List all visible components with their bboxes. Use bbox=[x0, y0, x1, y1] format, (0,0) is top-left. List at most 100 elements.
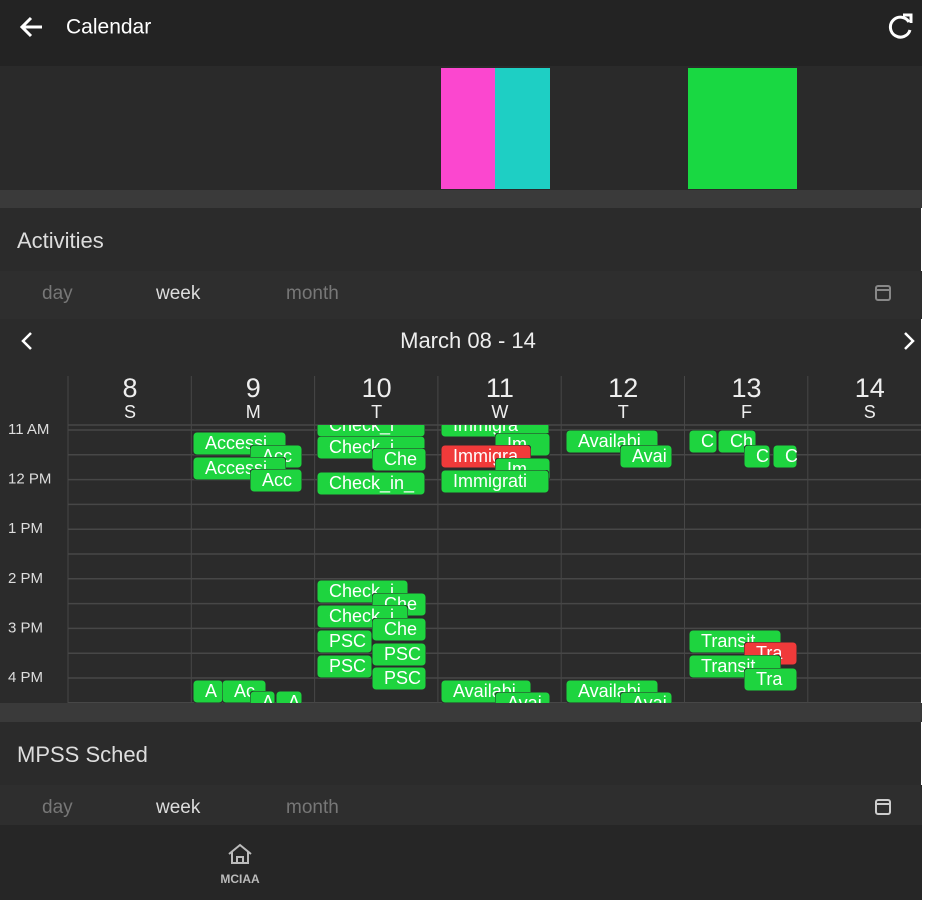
back-button[interactable] bbox=[19, 16, 42, 38]
event-label: PSC bbox=[329, 656, 366, 676]
day-number: 8 bbox=[122, 373, 137, 403]
app-title: Calendar bbox=[66, 16, 151, 39]
tab[interactable]: week bbox=[155, 283, 201, 304]
event-label: Avai bbox=[507, 693, 542, 713]
event-bg bbox=[620, 692, 672, 703]
calendar-icon[interactable] bbox=[875, 799, 891, 815]
event-bg bbox=[620, 445, 672, 468]
day-number: 9 bbox=[246, 373, 261, 403]
app-bar bbox=[0, 0, 922, 66]
event-label: PSC bbox=[384, 668, 421, 688]
event-bg bbox=[744, 445, 770, 468]
tab-bar bbox=[0, 785, 922, 825]
event[interactable]: Immigrati bbox=[441, 470, 549, 493]
event-bg bbox=[372, 448, 426, 471]
tab[interactable]: day bbox=[42, 797, 73, 818]
event-bg bbox=[317, 425, 425, 437]
day-number: 13 bbox=[731, 373, 761, 403]
event-label: C bbox=[785, 446, 798, 466]
hour-label: 4 PM bbox=[8, 669, 43, 686]
refresh-button[interactable] bbox=[888, 13, 913, 39]
refresh-arrow bbox=[903, 13, 913, 23]
event-label: Transit bbox=[701, 656, 755, 676]
edge bbox=[921, 0, 931, 900]
event-bg bbox=[317, 472, 425, 495]
next-button[interactable] bbox=[904, 332, 915, 350]
event[interactable]: PSC bbox=[372, 643, 426, 666]
icon-frame bbox=[875, 285, 891, 301]
event-bg bbox=[689, 430, 717, 453]
event-label: A bbox=[262, 692, 274, 712]
event[interactable]: Check_in_ bbox=[317, 472, 425, 495]
event[interactable]: C bbox=[744, 445, 770, 468]
event[interactable]: A bbox=[276, 691, 302, 714]
event[interactable]: A bbox=[250, 691, 275, 714]
tab[interactable]: day bbox=[42, 283, 73, 304]
event-label: Immigra bbox=[453, 415, 519, 435]
day-letter: T bbox=[371, 402, 382, 422]
tab[interactable]: month bbox=[286, 797, 339, 818]
event-bg bbox=[372, 667, 426, 690]
date-range: March 08 - 14 bbox=[400, 328, 536, 353]
day-number: 12 bbox=[608, 373, 638, 403]
event[interactable]: C bbox=[773, 445, 798, 468]
event[interactable]: C bbox=[689, 430, 717, 453]
event-label: Immigrati bbox=[453, 471, 527, 491]
event-label: C bbox=[756, 446, 769, 466]
summary-block bbox=[688, 68, 797, 189]
summary-block bbox=[495, 68, 550, 189]
day-letter: F bbox=[741, 402, 752, 422]
hour-label: 2 PM bbox=[8, 570, 43, 587]
day-letter: W bbox=[491, 402, 508, 422]
tab[interactable]: week bbox=[155, 797, 201, 818]
hour-label: 12 PM bbox=[8, 471, 51, 488]
day-letter: M bbox=[246, 402, 261, 422]
event-label: Avai bbox=[632, 693, 667, 713]
event-bg bbox=[317, 655, 372, 678]
event[interactable]: Avai bbox=[620, 692, 672, 715]
nav-item[interactable]: MCIAA bbox=[220, 843, 260, 886]
event-bg bbox=[276, 691, 302, 703]
home-icon bbox=[228, 843, 252, 864]
day-number: 10 bbox=[362, 373, 392, 403]
tab[interactable]: month bbox=[286, 283, 339, 304]
event[interactable]: A bbox=[193, 680, 223, 703]
day-number: 14 bbox=[855, 373, 885, 403]
bottom-nav bbox=[0, 825, 922, 900]
event-label: Check_i bbox=[329, 415, 394, 436]
event-bg bbox=[744, 668, 797, 691]
section-title: Activities bbox=[17, 228, 104, 253]
event-bg bbox=[317, 630, 372, 653]
hour-label: 11 AM bbox=[8, 421, 49, 438]
event-bg bbox=[372, 618, 426, 641]
event[interactable]: Check_i bbox=[317, 414, 425, 437]
event-bg bbox=[193, 680, 223, 703]
event-label: Che bbox=[384, 619, 417, 639]
event[interactable]: Avai bbox=[495, 692, 550, 715]
refresh-arc bbox=[888, 15, 912, 39]
calendar-icon[interactable] bbox=[875, 285, 891, 301]
event-label: Acc bbox=[262, 470, 292, 490]
event[interactable]: PSC bbox=[372, 667, 426, 690]
event[interactable]: Che bbox=[372, 448, 426, 471]
event[interactable]: Tra bbox=[744, 668, 797, 691]
hour-label: 1 PM bbox=[8, 520, 43, 537]
event[interactable]: Che bbox=[372, 618, 426, 641]
event-bg bbox=[441, 470, 549, 493]
event[interactable]: PSC bbox=[317, 630, 372, 653]
separator bbox=[0, 190, 922, 208]
day-letter: T bbox=[618, 402, 629, 422]
prev-button[interactable] bbox=[21, 332, 32, 350]
event-label: C bbox=[701, 431, 714, 451]
day-letter: S bbox=[864, 402, 876, 422]
event-label: Transit bbox=[701, 631, 755, 651]
event[interactable]: Acc bbox=[250, 469, 302, 492]
event-label: Avai bbox=[632, 446, 667, 466]
event-bg bbox=[250, 691, 275, 703]
event[interactable]: Avai bbox=[620, 445, 672, 468]
section-title: MPSS Sched bbox=[17, 742, 148, 767]
summary-block bbox=[441, 68, 495, 189]
event[interactable]: PSC bbox=[317, 655, 372, 678]
